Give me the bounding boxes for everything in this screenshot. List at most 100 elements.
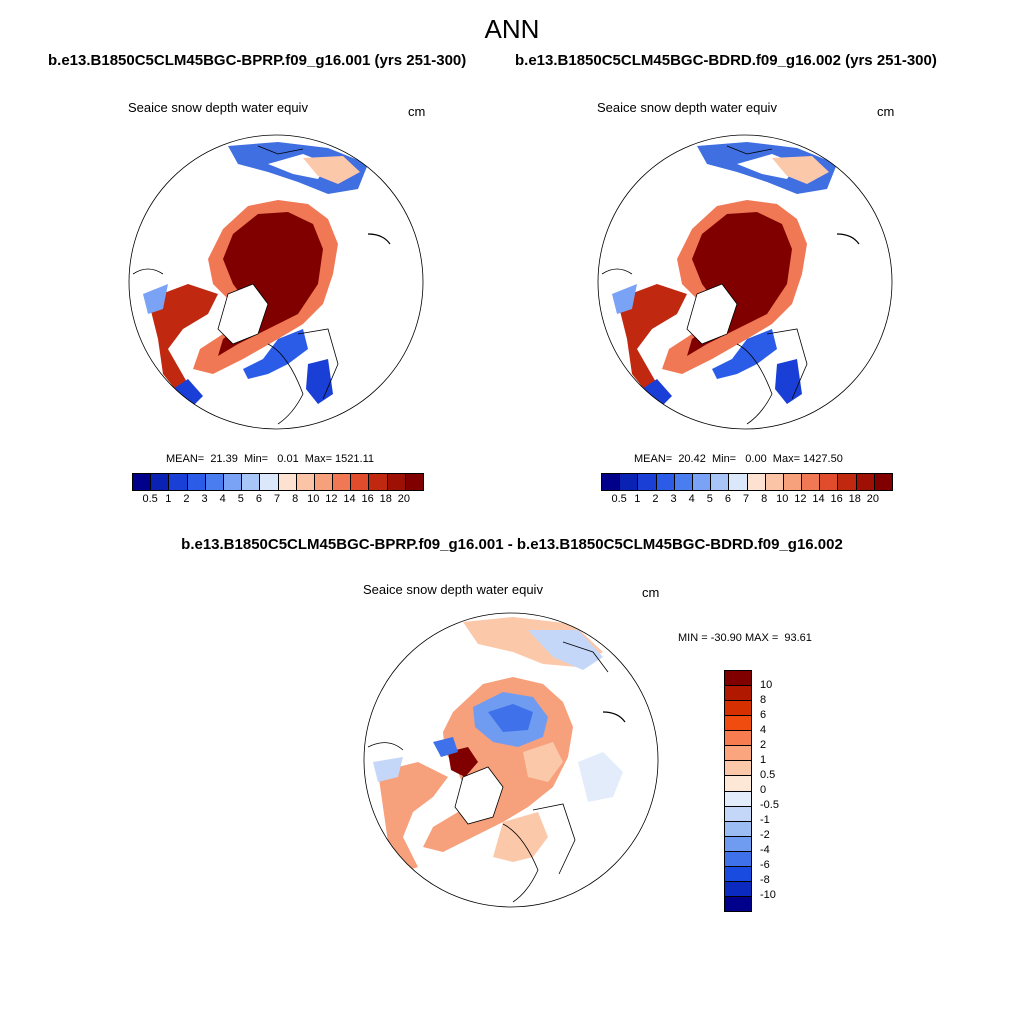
polar-map-difference (363, 612, 659, 908)
colorbar-swatch (223, 474, 243, 490)
colorbar-swatch (725, 896, 751, 911)
colorbar-swatch (725, 776, 751, 792)
colorbar-swatch (692, 474, 712, 490)
colorbar-left-ticks: 0.5 1 2 3 4 5 6 7 8 10 12 14 16 18 20 (132, 493, 422, 507)
colorbar-tick-label: 0.5 (611, 493, 627, 505)
colorbar-tick-label: 0.5 (760, 769, 776, 781)
polar-map-right (597, 134, 893, 430)
colorbar-swatch (656, 474, 675, 490)
colorbar-swatch (151, 474, 170, 490)
colorbar-swatch (314, 474, 334, 490)
variable-label-left: Seaice snow depth water equiv (128, 100, 308, 115)
colorbar-swatch (296, 474, 315, 490)
colorbar-tick-label: 6 (724, 493, 731, 505)
colorbar-swatch (725, 791, 751, 807)
colorbar-swatch (133, 474, 152, 490)
colorbar-tick-label: 3 (201, 493, 208, 505)
colorbar-swatch (874, 474, 892, 490)
colorbar-swatch (242, 474, 261, 490)
colorbar-tick-label: 6 (760, 709, 767, 721)
colorbar-swatch (820, 474, 839, 490)
colorbar-tick-label: 16 (361, 493, 374, 505)
colorbar-swatch (725, 881, 751, 897)
colorbar-tick-label: 14 (812, 493, 825, 505)
colorbar-swatch (725, 821, 751, 837)
colorbar-tick-label: 8 (761, 493, 768, 505)
unit-label-diff: cm (642, 585, 660, 600)
colorbar-swatch (747, 474, 766, 490)
colorbar-swatch (725, 731, 751, 747)
stats-left: MEAN= 21.39 Min= 0.01 Max= 1521.11 (166, 453, 375, 465)
colorbar-left (132, 473, 424, 491)
colorbar-right-ticks: 0.5 1 2 3 4 5 6 7 8 10 12 14 16 18 20 (601, 493, 891, 507)
colorbar-tick-label: 10 (307, 493, 320, 505)
colorbar-tick-label: 12 (325, 493, 338, 505)
stats-diff: MIN = -30.90 MAX = 93.61 (678, 632, 812, 644)
colorbar-tick-label: 1 (634, 493, 641, 505)
colorbar-tick-label: 2 (760, 739, 767, 751)
stats-right: MEAN= 20.42 Min= 0.00 Max= 1427.50 (634, 453, 843, 465)
colorbar-swatch (725, 686, 751, 702)
unit-label-right: cm (877, 104, 895, 119)
colorbar-swatch (725, 851, 751, 867)
colorbar-tick-label: 2 (183, 493, 190, 505)
colorbar-swatch (333, 474, 352, 490)
case-title-right: b.e13.B1850C5CLM45BGC-BDRD.f09_g16.002 (… (515, 52, 937, 69)
colorbar-swatch (725, 716, 751, 732)
colorbar-swatch (838, 474, 857, 490)
colorbar-tick-label: -4 (760, 844, 770, 856)
colorbar-tick-label: 7 (742, 493, 750, 505)
figure-title: ANN (484, 14, 540, 44)
colorbar-swatch (169, 474, 188, 490)
colorbar-swatch (725, 761, 751, 777)
colorbar-swatch (260, 474, 279, 490)
colorbar-tick-label: 6 (255, 493, 262, 505)
colorbar-swatch (638, 474, 657, 490)
colorbar-tick-label: -10 (760, 889, 776, 901)
colorbar-tick-label: 0 (760, 784, 767, 796)
colorbar-difference (724, 670, 752, 912)
colorbar-tick-label: 18 (848, 493, 861, 505)
colorbar-swatch (725, 746, 751, 762)
colorbar-tick-label: 8 (760, 694, 767, 706)
colorbar-swatch (725, 671, 751, 687)
colorbar-tick-label: 3 (670, 493, 677, 505)
colorbar-tick-label: 1 (760, 754, 767, 766)
colorbar-swatch (802, 474, 821, 490)
colorbar-tick-label: 12 (794, 493, 807, 505)
variable-label-right: Seaice snow depth water equiv (597, 100, 777, 115)
colorbar-swatch (369, 474, 388, 490)
colorbar-tick-label: -8 (760, 874, 770, 886)
colorbar-swatch (351, 474, 370, 490)
colorbar-tick-label: 4 (688, 493, 695, 505)
colorbar-tick-label: 1 (165, 493, 172, 505)
colorbar-tick-label: 20 (397, 493, 410, 505)
colorbar-swatch (729, 474, 748, 490)
unit-label-left: cm (408, 104, 426, 119)
colorbar-swatch (674, 474, 693, 490)
colorbar-tick-label: 2 (652, 493, 659, 505)
colorbar-tick-label: -1 (760, 814, 770, 826)
colorbar-swatch (765, 474, 784, 490)
colorbar-tick-label: 7 (273, 493, 281, 505)
colorbar-tick-label: -2 (760, 829, 770, 841)
colorbar-tick-label: 18 (379, 493, 392, 505)
colorbar-tick-label: -6 (760, 859, 770, 871)
colorbar-tick-label: 0.5 (142, 493, 158, 505)
colorbar-swatch (602, 474, 621, 490)
difference-title: b.e13.B1850C5CLM45BGC-BPRP.f09_g16.001 -… (181, 536, 843, 553)
colorbar-swatch (725, 806, 751, 822)
colorbar-swatch (187, 474, 206, 490)
variable-label-diff: Seaice snow depth water equiv (363, 582, 543, 597)
colorbar-swatch (405, 474, 423, 490)
colorbar-swatch (205, 474, 224, 490)
colorbar-tick-label: 16 (830, 493, 843, 505)
polar-map-left (128, 134, 424, 430)
colorbar-swatch (725, 836, 751, 852)
colorbar-tick-label: 4 (219, 493, 226, 505)
colorbar-tick-label: 14 (343, 493, 356, 505)
colorbar-swatch (725, 701, 751, 717)
colorbar-tick-label: 4 (760, 724, 767, 736)
case-title-left: b.e13.B1850C5CLM45BGC-BPRP.f09_g16.001 (… (48, 52, 467, 69)
colorbar-difference-ticks: 10 8 6 4 2 1 0.5 0 -0.5 -1 -2 -4 -6 -8 -10 (760, 670, 800, 912)
